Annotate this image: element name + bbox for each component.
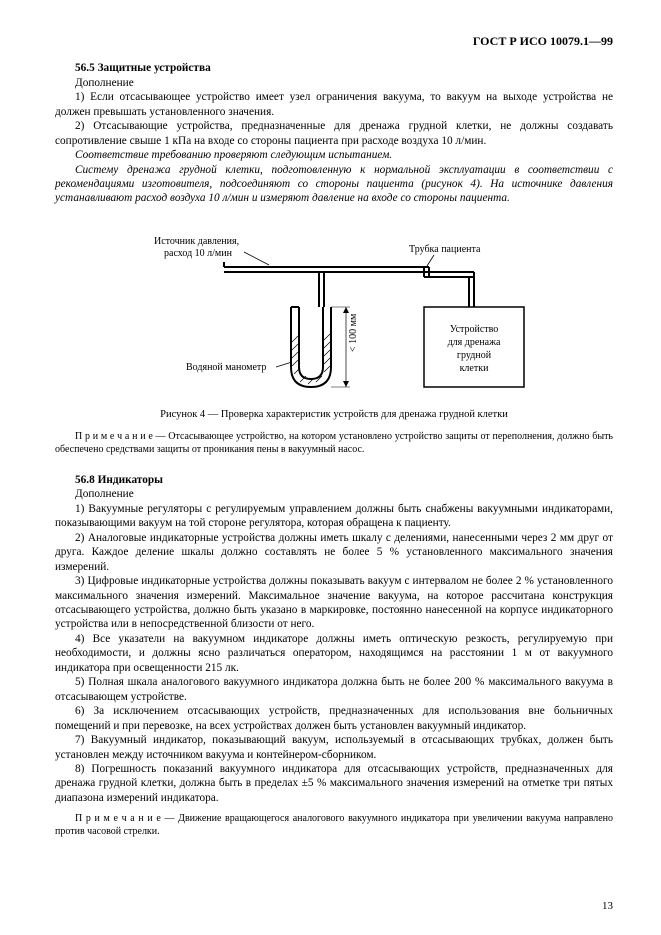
fig4-dev-l3: грудной: [457, 350, 492, 361]
page: ГОСТ Р ИСО 10079.1—99 56.5 Защитные устр…: [0, 0, 661, 935]
fig4-src-label-1: Источник давления,: [154, 236, 239, 247]
fig4-dev-l2: для дренажа: [448, 337, 501, 348]
fig4-dev-l4: клетки: [460, 363, 490, 374]
p-568-5: 5) Полная шкала аналогового вакуумного и…: [55, 675, 613, 704]
section-565-title: 56.5 Защитные устройства: [55, 61, 613, 75]
figure-4-caption: Рисунок 4 — Проверка характеристик устро…: [55, 408, 613, 421]
p-565-2: 2) Отсасывающие устройства, предназначен…: [55, 119, 613, 148]
fig4-dim-label: < 100 мм: [348, 313, 359, 352]
p-565-4: Систему дренажа грудной клетки, подготов…: [55, 163, 613, 206]
section-568-title: 56.8 Индикаторы: [55, 473, 613, 487]
fig4-dev-l1: Устройство: [450, 324, 499, 335]
note-2: П р и м е ч а н и е — Движение вращающег…: [55, 813, 613, 839]
spacer: [55, 805, 613, 813]
fig4-manometer-label: Водяной манометр: [186, 362, 266, 373]
p-565-3: Соответствие требованию проверяют следую…: [55, 148, 613, 162]
p-565-1: 1) Если отсасывающее устройство имеет уз…: [55, 90, 613, 119]
p-568-8: 8) Погрешность показаний вакуумного инди…: [55, 762, 613, 805]
spacer: [55, 457, 613, 469]
note-1: П р и м е ч а н и е — Отсасывающее устро…: [55, 431, 613, 457]
p-568-4: 4) Все указатели на вакуумном индикаторе…: [55, 632, 613, 675]
fig4-tube-label: Трубка пациента: [409, 244, 481, 255]
p-568-7: 7) Вакуумный индикатор, показывающий вак…: [55, 733, 613, 762]
p-568-3: 3) Цифровые индикаторные устройства долж…: [55, 574, 613, 632]
doc-code: ГОСТ Р ИСО 10079.1—99: [55, 34, 613, 49]
p-568-6: 6) За исключением отсасывающих устройств…: [55, 704, 613, 733]
page-number: 13: [602, 899, 613, 913]
p-568-2: 2) Аналоговые индикаторные устройства до…: [55, 531, 613, 574]
section-565-addn: Дополнение: [55, 76, 613, 90]
p-568-1: 1) Вакуумные регуляторы с регулируемым у…: [55, 502, 613, 531]
fig4-src-label-2: расход 10 л/мин: [164, 248, 233, 259]
figure-4: Трубка пациента Источник давления, расхо…: [55, 212, 613, 402]
section-568-addn: Дополнение: [55, 487, 613, 501]
